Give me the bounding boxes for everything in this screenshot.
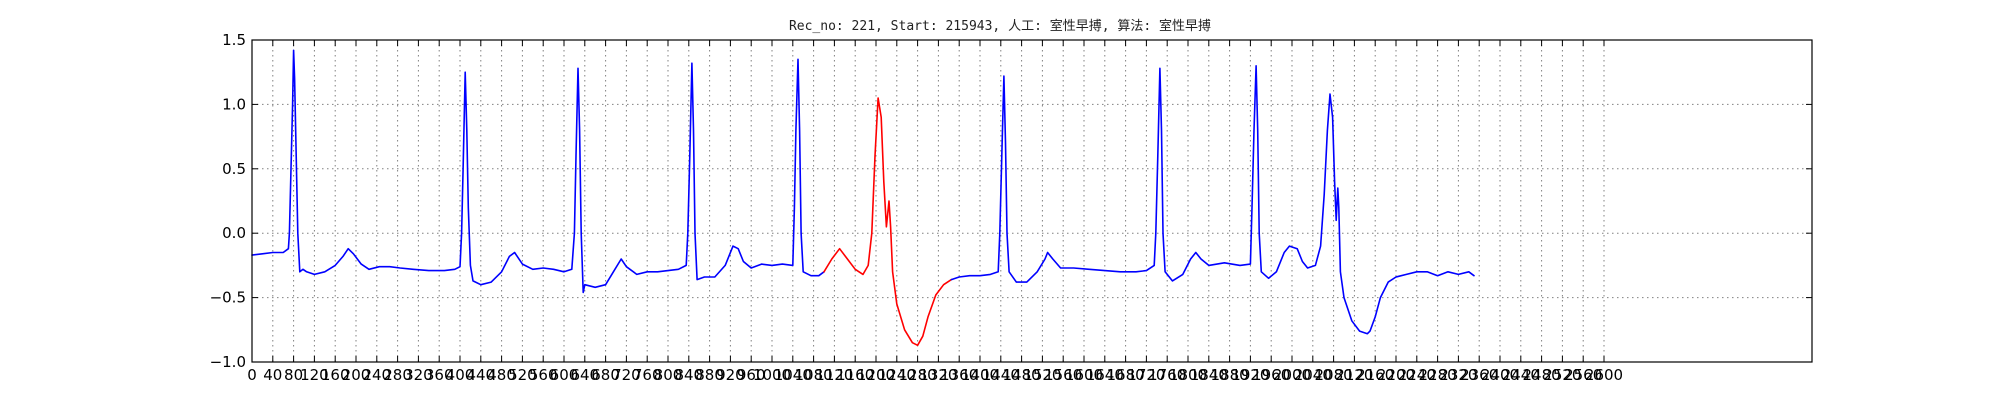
x-tick-label: 1640: [1086, 366, 1124, 384]
x-tick-label: 880: [695, 366, 724, 384]
x-tick-label: 2200: [1377, 366, 1415, 384]
x-tick-label: 320: [404, 366, 433, 384]
x-tick-label: 2400: [1481, 366, 1519, 384]
x-tick-label: 2000: [1273, 366, 1311, 384]
x-tick-label: 1760: [1148, 366, 1186, 384]
plot-frame: [251, 39, 1813, 363]
x-tick-labels: 0 40 8012016020024028032036040044048052056…: [247, 366, 1623, 384]
x-tick-label: 2040: [1294, 366, 1332, 384]
x-tick-label: 520: [508, 366, 537, 384]
x-tick-label: 400: [446, 366, 475, 384]
x-tick-label: 1360: [940, 366, 978, 384]
x-tick-label: 560: [529, 366, 558, 384]
x-tick-label: 1440: [982, 366, 1020, 384]
axis-ticks: [251, 39, 1812, 363]
x-tick-label: 960: [737, 366, 766, 384]
x-tick-label: 1280: [899, 366, 937, 384]
x-tick-label: 680: [591, 366, 620, 384]
x-tick-label: 2440: [1502, 366, 1540, 384]
x-tick-label: 2360: [1460, 366, 1498, 384]
x-tick-label: 440: [466, 366, 495, 384]
x-tick-label: 1840: [1190, 366, 1228, 384]
x-tick-label: 1320: [919, 366, 957, 384]
x-tick-label: 2240: [1398, 366, 1436, 384]
x-tick-label: 1240: [878, 366, 916, 384]
x-tick-label: 480: [487, 366, 516, 384]
y-tick-label: −1.0: [210, 353, 246, 371]
x-tick-label: 2080: [1315, 366, 1353, 384]
x-tick-label: 0: [247, 366, 257, 384]
x-tick-label: 1880: [1211, 366, 1249, 384]
x-tick-label: 2120: [1335, 366, 1373, 384]
x-tick-label: 2320: [1439, 366, 1477, 384]
x-tick-label: 2520: [1543, 366, 1581, 384]
x-tick-label: 1520: [1023, 366, 1061, 384]
x-tick-label: 800: [654, 366, 683, 384]
x-tick-label: 720: [612, 366, 641, 384]
ecg-series-line-2: [823, 97, 953, 347]
x-tick-label: 840: [674, 366, 703, 384]
x-tick-label: 1000: [753, 366, 791, 384]
x-tick-label: 280: [383, 366, 412, 384]
x-tick-label: 600: [550, 366, 579, 384]
ecg-series-line-3: [950, 65, 1475, 335]
y-tick-labels: −1.0 −0.5 0.0 0.5 1.0 1.5: [210, 31, 246, 371]
x-tick-label: 1600: [1065, 366, 1103, 384]
x-tick-label: 2160: [1356, 366, 1394, 384]
x-tick-label: 1120: [815, 366, 853, 384]
x-tick-label: 80: [284, 366, 303, 384]
x-tick-label: 2600: [1585, 366, 1623, 384]
x-tick-label: 160: [321, 366, 350, 384]
x-tick-label: 1400: [961, 366, 999, 384]
x-tick-label: 240: [362, 366, 391, 384]
x-tick-label: 360: [425, 366, 454, 384]
x-tick-label: 2280: [1419, 366, 1457, 384]
x-tick-label: 1960: [1252, 366, 1290, 384]
chart-title: Rec_no: 221, Start: 215943, 人工: 室性早搏, 算法…: [789, 18, 1211, 34]
x-tick-label: 1800: [1169, 366, 1207, 384]
x-tick-label: 760: [633, 366, 662, 384]
ecg-series-line-1: [251, 49, 825, 294]
x-tick-label: 2560: [1564, 366, 1602, 384]
y-tick-label: 1.5: [222, 31, 246, 49]
x-tick-label: 1560: [1044, 366, 1082, 384]
x-tick-label: 1040: [774, 366, 812, 384]
y-tick-label: 0.0: [222, 224, 246, 242]
y-tick-label: 1.0: [222, 95, 246, 113]
x-tick-label: 1080: [795, 366, 833, 384]
ecg-series: [251, 49, 1475, 347]
x-tick-label: 1480: [1003, 366, 1041, 384]
x-tick-label: 2480: [1523, 366, 1561, 384]
x-tick-label: 920: [716, 366, 745, 384]
y-tick-label: −0.5: [210, 289, 246, 307]
x-tick-label: 120: [300, 366, 329, 384]
x-tick-label: 200: [342, 366, 371, 384]
x-tick-label: 1920: [1231, 366, 1269, 384]
x-tick-label: 640: [570, 366, 599, 384]
x-tick-label: 1160: [836, 366, 874, 384]
x-tick-label: 1680: [1107, 366, 1145, 384]
x-tick-label: 1200: [857, 366, 895, 384]
grid-lines: [252, 40, 1812, 362]
x-tick-label: 1720: [1127, 366, 1165, 384]
x-tick-label: 40: [263, 366, 282, 384]
y-tick-label: 0.5: [222, 160, 246, 178]
